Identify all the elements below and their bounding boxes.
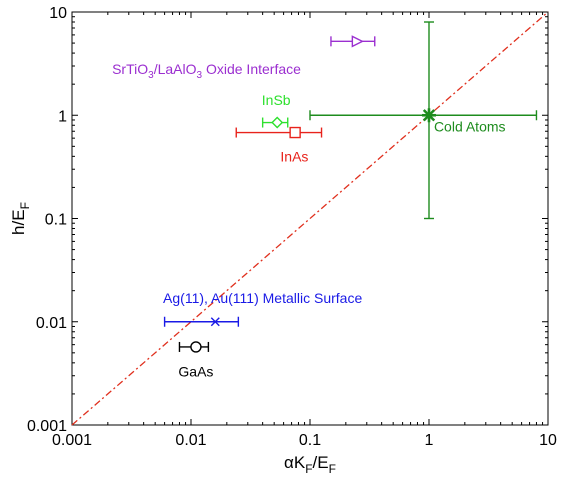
label-text: InSb [262,92,291,108]
x-tick-label: 0.1 [299,432,321,449]
y-tick-label: 10 [49,5,67,22]
label-text: Oxide Interface [202,61,301,77]
point-label-insb: InSb [262,92,291,108]
point-label-ag: Ag(11), Au(111) Metallic Surface [163,290,362,306]
data-points [163,21,538,353]
marker-diamond [271,116,284,129]
label-text: Cold Atoms [434,118,506,134]
label-text: /LaAlO [154,61,197,77]
reference-line [71,11,549,426]
point-label-cold: Cold Atoms [434,118,506,134]
label-text: Ag(11), Au(111) Metallic Surface [163,290,362,306]
label-text: SrTiO [112,61,148,77]
point-ag [163,316,240,327]
x-label-text: /E [313,453,329,472]
axis-ticks: 0.001 0.01 0.1 1 10 0.001 0.01 0.1 1 10 [27,5,557,449]
label-subscript: 3 [148,70,154,81]
point-gaas [178,341,210,353]
marker-x [210,317,220,327]
label-text: GaAs [178,363,213,379]
point-label-gaas: GaAs [178,363,213,379]
x-label-subscript: F [305,462,312,476]
x-tick-label: 0.01 [175,432,206,449]
marker-square [289,126,301,139]
reference-line-diagonal [71,11,549,426]
x-tick-label: 1 [425,432,434,449]
y-tick-label: 1 [58,108,67,125]
point-labels: SrTiO3/LaAlO3 Oxide InterfaceInSbInAsCol… [112,61,505,379]
x-label-subscript: F [329,462,336,476]
point-label-sto: SrTiO3/LaAlO3 Oxide Interface [112,61,301,81]
point-inas [235,126,323,139]
point-cold [309,21,538,220]
label-text: InAs [280,148,308,164]
point-insb [261,116,289,129]
marker-triangle [351,35,364,48]
x-tick-label: 0.001 [52,432,92,449]
x-tick-label: 10 [539,432,557,449]
x-axis-label: αKF/EF [284,453,336,476]
y-label-text: h/E [9,209,28,235]
y-tick-label: 0.1 [45,212,67,229]
axis-titles: αKF/EF h/EF [9,202,336,476]
label-subscript: 3 [197,70,203,81]
y-tick-label: 0.01 [36,315,67,332]
x-label-text: αK [284,453,306,472]
y-tick-label: 0.001 [27,418,67,435]
point-label-inas: InAs [280,148,308,164]
marker-circle [190,341,202,353]
y-label-subscript: F [18,202,32,209]
y-axis-label: h/EF [9,202,32,235]
point-sto [330,35,376,48]
